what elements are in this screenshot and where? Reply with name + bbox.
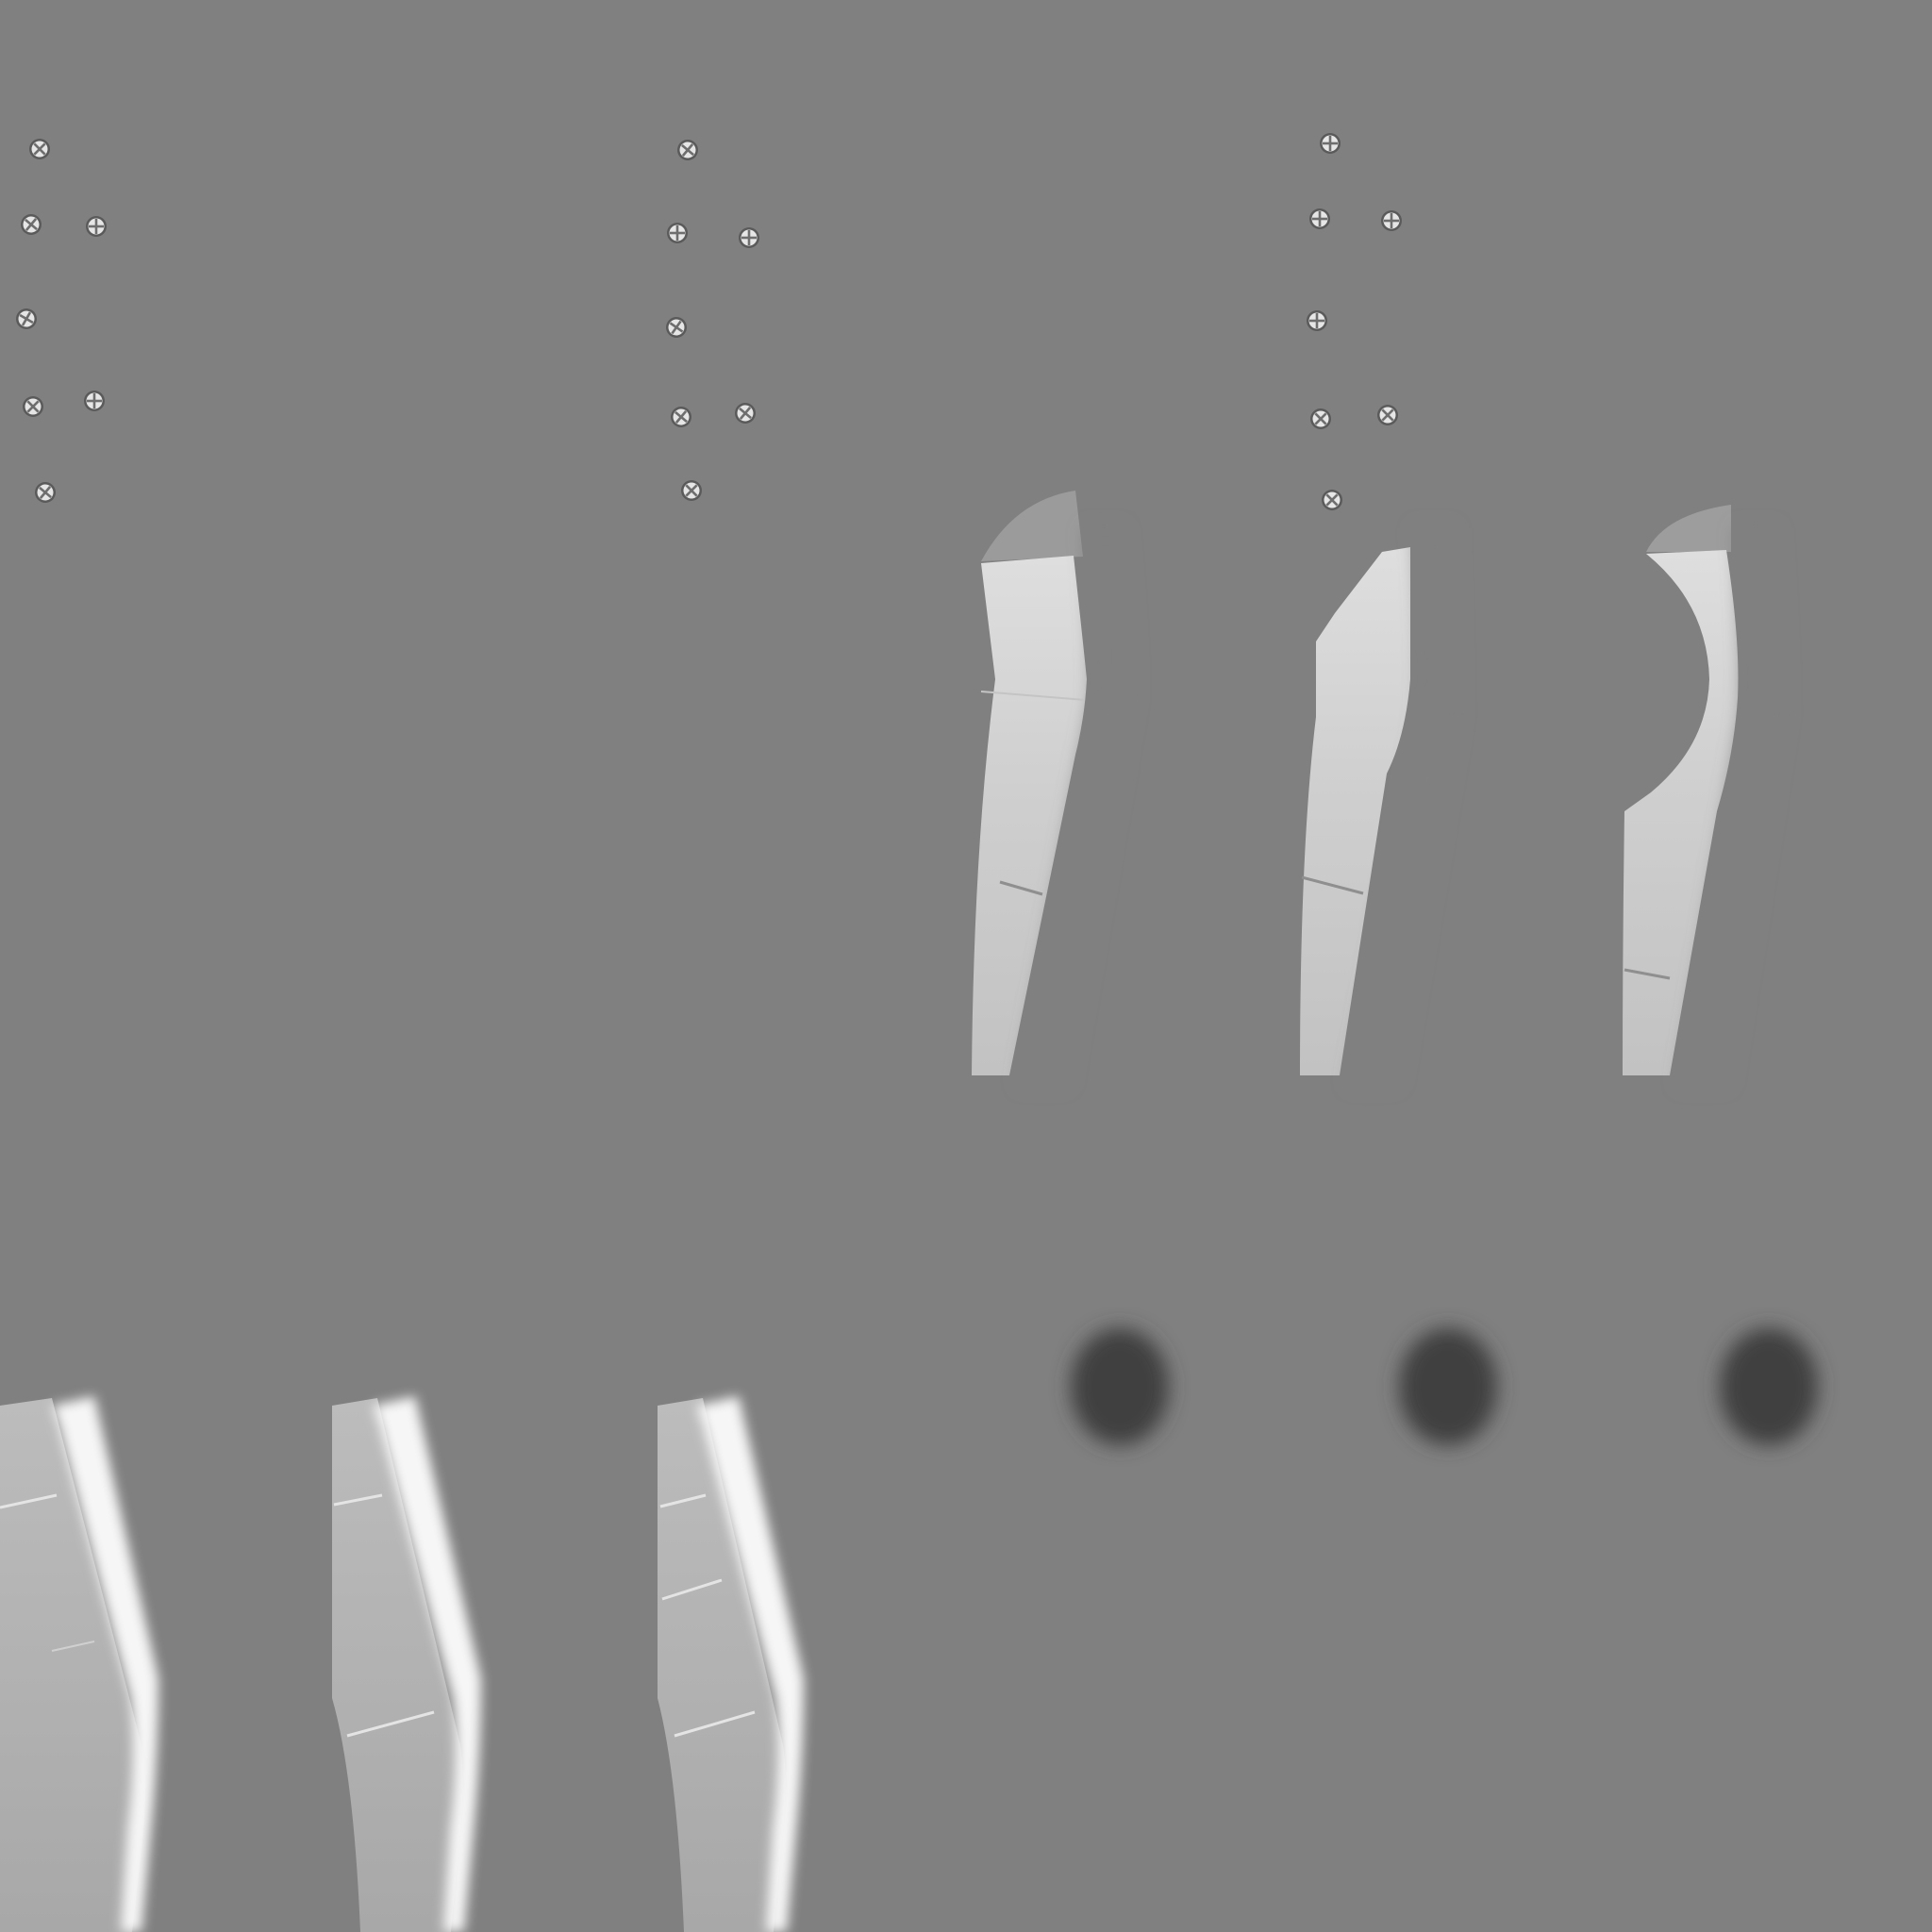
screw-set-left: [16, 139, 107, 503]
screw-icon: [1320, 133, 1341, 154]
panel-surface: [1623, 550, 1739, 1075]
screw-icon: [1310, 408, 1331, 429]
strip-crease: [661, 1578, 723, 1601]
panel-cap: [1646, 505, 1731, 552]
strip-surface: [332, 1398, 463, 1932]
panel-crease: [1301, 875, 1364, 895]
screw-icon: [29, 139, 50, 159]
strip-crease: [346, 1710, 435, 1738]
panel-crease: [999, 880, 1043, 896]
dark-spot: [1071, 1328, 1169, 1445]
dark-spot: [1399, 1328, 1497, 1445]
panel-surface: [972, 556, 1087, 1075]
strip-crease: [674, 1710, 756, 1738]
screw-icon: [671, 407, 691, 427]
screw-icon: [677, 140, 698, 160]
strip-crease: [333, 1493, 383, 1507]
upper-panel-2: [1300, 528, 1457, 1085]
screw-icon: [681, 480, 702, 501]
screw-icon: [21, 214, 42, 235]
strip-crease: [659, 1493, 707, 1508]
bottom-strip-3: [658, 1396, 804, 1932]
strip-highlight: [52, 1396, 158, 1932]
strip-crease: [0, 1493, 58, 1509]
screw-icon: [84, 391, 105, 411]
screw-icon: [1309, 208, 1330, 229]
screw-icon: [735, 403, 756, 424]
screw-set-right: [1307, 133, 1402, 510]
screw-icon: [739, 227, 759, 248]
screw-icon: [1381, 210, 1402, 231]
screw-icon: [1377, 405, 1398, 425]
panel-surface: [1300, 547, 1410, 1075]
strip-surface: [658, 1398, 786, 1932]
screw-icon: [1322, 490, 1342, 510]
panel-edge-shadow: [1679, 528, 1783, 1085]
screw-icon: [666, 317, 687, 338]
screw-icon: [16, 308, 37, 329]
strip-highlight: [696, 1396, 804, 1932]
dark-spots: [1071, 1328, 1818, 1445]
upper-panel-1: [972, 491, 1132, 1085]
screw-icon: [35, 482, 56, 503]
screw-icon: [23, 396, 43, 417]
panel-crease: [1624, 968, 1671, 980]
panel-cap: [981, 491, 1083, 561]
screw-icon: [667, 223, 688, 243]
strip-highlight: [373, 1396, 481, 1932]
screw-set-middle: [666, 140, 759, 501]
screw-icon: [1307, 310, 1327, 331]
panel-edge-shadow: [1019, 528, 1132, 1085]
strip-surface: [0, 1398, 145, 1932]
bottom-strip-1: [0, 1396, 158, 1932]
screw-sets: [16, 133, 1402, 510]
dark-spot: [1720, 1328, 1818, 1445]
panel-crease: [980, 691, 1086, 701]
panel-edge-shadow: [1349, 528, 1457, 1085]
bottom-strip-2: [332, 1396, 481, 1932]
upper-panel-3: [1623, 505, 1783, 1085]
screw-icon: [86, 216, 107, 237]
strip-crease: [51, 1641, 95, 1652]
